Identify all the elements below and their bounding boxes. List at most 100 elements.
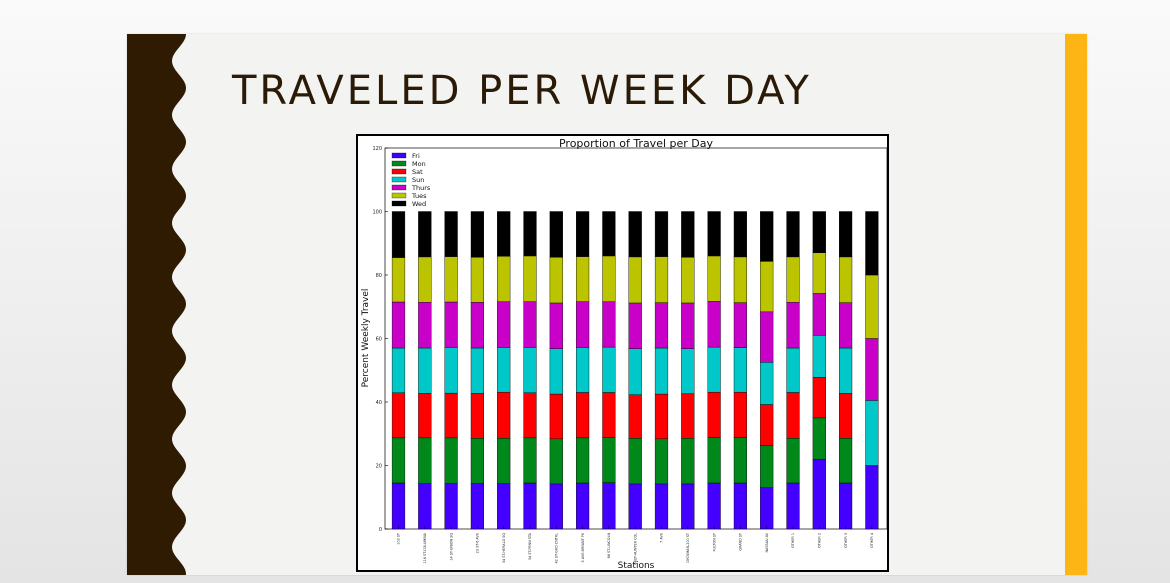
- bar-segment-wed: [681, 211, 695, 258]
- bar-segment-mon: [733, 437, 748, 484]
- bar-segment-sat: [549, 393, 563, 440]
- accent-bar: [1065, 34, 1087, 575]
- bar-segment-tues: [575, 256, 590, 302]
- y-axis-ticks: 0 20 40 60 80 100 120: [372, 146, 388, 533]
- bar-segment-wed: [654, 211, 669, 257]
- bar-segment-fri: [575, 482, 590, 530]
- bar-segment-fri: [839, 482, 853, 530]
- legend-label-tues: Tues: [411, 192, 427, 200]
- bar-segment-tues: [470, 257, 485, 303]
- bar-segment-sat: [786, 392, 800, 439]
- bar-segment-thurs: [839, 302, 853, 349]
- bar-segment-mon: [549, 438, 563, 485]
- bar-segment-wed: [444, 211, 458, 257]
- bar-segment-sat: [391, 392, 406, 439]
- bar-segment-mon: [444, 437, 458, 484]
- bar-segment-mon: [497, 437, 511, 484]
- bar-segment-fri: [654, 483, 669, 530]
- bar-segment-thurs: [786, 302, 800, 349]
- bar-segment-sun: [681, 348, 695, 394]
- bar-segment-thurs: [707, 301, 721, 348]
- bar-segment-sun: [628, 348, 642, 395]
- bar-segment-tues: [497, 256, 511, 302]
- bar-segment-fri: [444, 483, 458, 530]
- bar-segment-sat: [628, 394, 642, 439]
- legend-swatch-mon: [391, 160, 407, 167]
- bar-segment-thurs: [575, 301, 590, 348]
- x-tick-label: OTHER 4: [870, 533, 874, 548]
- wavy-band-decoration: [127, 34, 186, 575]
- y-tick-label: 0: [379, 527, 382, 533]
- bar-segment-sat: [444, 392, 458, 439]
- bar-segment-sat: [654, 393, 669, 440]
- bar-segment-sun: [839, 347, 853, 394]
- bar-segment-fri: [812, 458, 826, 530]
- y-tick-label: 20: [376, 463, 382, 469]
- x-tick-label: 116 ST-COLUMBIA: [423, 532, 427, 563]
- bar-segment-sun: [733, 347, 748, 393]
- bar-segment-thurs: [733, 302, 748, 348]
- bar-segment-mon: [707, 437, 721, 484]
- x-tick-label: 66 ST-LINCOLN: [607, 533, 611, 559]
- legend-swatch-wed: [391, 200, 407, 207]
- bar-segment-fri: [760, 487, 774, 530]
- bar-segment-wed: [628, 211, 642, 258]
- bar-segment-mon: [839, 437, 853, 484]
- x-tick-label: FULTON ST: [712, 532, 716, 551]
- bar-segment-thurs: [628, 302, 642, 349]
- legend-label-mon: Mon: [412, 160, 426, 168]
- bar-segment-fri: [786, 482, 800, 530]
- bar-segment-wed: [602, 211, 616, 257]
- bar-segment-thurs: [497, 301, 511, 348]
- bar-segment-sat: [681, 393, 695, 439]
- bar-segment-mon: [786, 437, 800, 484]
- bar-segment-sun: [865, 400, 879, 466]
- bar-segment-fri: [707, 482, 721, 530]
- bar-segment-sat: [497, 391, 511, 439]
- bar-segment-thurs: [444, 301, 458, 348]
- bar-segment-tues: [523, 255, 537, 302]
- bar-segment-wed: [497, 211, 511, 257]
- bar-segment-thurs: [549, 302, 563, 349]
- bar-segment-sun: [575, 347, 590, 393]
- bar-segment-fri: [681, 483, 695, 530]
- bar-segment-tues: [707, 255, 721, 302]
- x-tick-label: 14 ST-UNION SQ: [449, 533, 453, 561]
- bar-segment-wed: [418, 211, 432, 258]
- bar-segment-mon: [391, 437, 406, 484]
- legend-label-sat: Sat: [412, 168, 423, 176]
- y-tick-label: 80: [376, 273, 382, 279]
- bar-segment-sun: [760, 362, 774, 405]
- bar-segment-tues: [654, 256, 669, 303]
- bar-segment-thurs: [654, 302, 669, 349]
- x-tick-label: 7 AVE: [660, 533, 664, 543]
- legend-label-sun: Sun: [412, 176, 424, 184]
- x-tick-label: 68ST-HUNTER COL: [633, 533, 637, 565]
- bar-segment-sun: [602, 346, 616, 393]
- bar-segment-wed: [523, 211, 537, 257]
- bar-segment-sat: [839, 393, 853, 439]
- bar-segment-wed: [865, 211, 879, 276]
- bar-segment-sun: [812, 335, 826, 378]
- bar-segment-tues: [628, 256, 642, 304]
- bar-segment-tues: [549, 257, 563, 304]
- bar-segment-sat: [575, 392, 590, 439]
- bar-segment-tues: [865, 274, 879, 339]
- bar-segment-thurs: [865, 338, 879, 401]
- bar-segment-thurs: [602, 301, 616, 348]
- bar-segment-mon: [418, 437, 432, 484]
- chart-title: Proportion of Travel per Day: [559, 137, 714, 150]
- bar-segment-wed: [786, 211, 800, 258]
- legend-label-fri: Fri: [412, 152, 420, 160]
- x-tick-label: 23 ST-6 AVE: [476, 533, 480, 553]
- bar-segment-mon: [523, 437, 537, 484]
- bar-segment-tues: [602, 255, 616, 302]
- legend-swatch-sun: [391, 176, 407, 183]
- legend-swatch-tues: [391, 192, 407, 199]
- bar-segment-sat: [523, 392, 537, 439]
- x-tick-label: 103 ST: [397, 532, 401, 545]
- bar-segment-sun: [654, 347, 669, 395]
- legend-swatch-sat: [391, 168, 407, 175]
- slide: TRAVELED PER WEEK DAY Proportion of Trav…: [127, 34, 1087, 575]
- wavy-band-shape: [127, 34, 186, 575]
